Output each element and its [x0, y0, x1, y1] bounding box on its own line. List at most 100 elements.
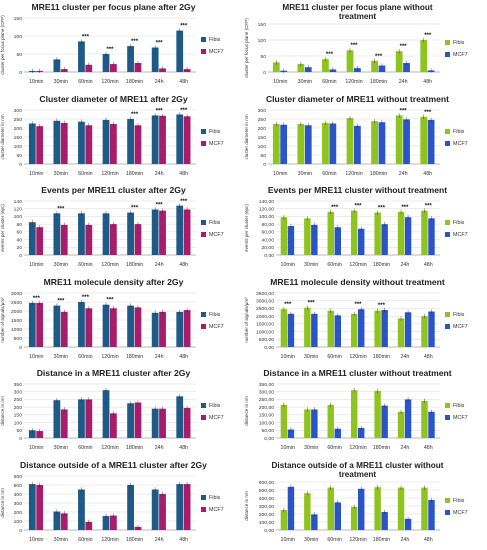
y-tick-label: 120 — [14, 207, 23, 213]
bar — [127, 404, 134, 439]
y-tick-label: 500,00 — [259, 488, 274, 494]
bar — [176, 206, 183, 255]
x-tick-label: 60min — [327, 262, 341, 268]
x-tick-label: 120min — [101, 537, 118, 543]
chart-title: MRE11 molecule density after 2Gy — [44, 277, 184, 287]
x-tick-label: 48h — [179, 445, 188, 451]
chart-panel: Distance outside of a MRE11 cluster afte… — [0, 458, 243, 550]
bar — [135, 224, 142, 255]
y-tick-label: 500 — [14, 483, 23, 489]
x-tick-label: 120min — [101, 445, 118, 451]
x-tick-label: 48h — [423, 171, 432, 177]
y-tick-label: 3000 — [11, 291, 22, 297]
y-tick-label: 50 — [16, 52, 22, 58]
x-tick-label: 10min — [29, 445, 43, 451]
bar — [281, 510, 287, 530]
y-tick-label: 400 — [14, 492, 23, 498]
bar — [305, 125, 312, 164]
significance-annotation: *** — [424, 109, 432, 115]
y-tick-label: 20 — [16, 245, 22, 251]
bar — [85, 400, 92, 439]
bar — [159, 312, 166, 347]
bar — [403, 119, 410, 164]
y-tick-label: 600 — [14, 474, 23, 480]
y-tick-label: 80 — [16, 222, 22, 228]
y-axis-label: distance in nm — [0, 488, 5, 518]
legend-label: MCF7 — [209, 507, 224, 513]
x-tick-label: 120min — [349, 445, 366, 451]
legend-label: Fibis — [209, 403, 221, 409]
x-tick-label: 60min — [78, 79, 92, 85]
bar — [85, 225, 92, 255]
y-tick-label: 120,00 — [259, 207, 274, 213]
y-tick-label: 0,00 — [264, 345, 274, 351]
legend-label: MCF7 — [453, 415, 468, 421]
legend-swatch — [445, 220, 450, 225]
y-tick-label: 200 — [14, 510, 23, 516]
significance-annotation: *** — [131, 39, 139, 45]
significance-annotation: *** — [378, 206, 386, 212]
bar — [374, 391, 380, 438]
bar — [405, 400, 411, 439]
y-tick-label: 40 — [16, 238, 22, 244]
x-tick-label: 180min — [126, 354, 143, 360]
bar — [61, 123, 68, 164]
legend-label: MCF7 — [453, 324, 468, 330]
significance-annotation: *** — [33, 296, 41, 302]
bar — [328, 212, 334, 255]
legend-label: Fibis — [453, 498, 465, 504]
bar — [311, 225, 317, 255]
bar — [354, 125, 361, 163]
y-tick-label: 300 — [14, 107, 23, 113]
x-tick-label: 30min — [304, 354, 318, 360]
y-tick-label: 80,00 — [262, 222, 275, 228]
chart-title: MRE11 cluster per focus plane without tre… — [282, 3, 432, 21]
bar — [351, 391, 357, 439]
bar — [110, 308, 117, 347]
y-tick-label: 1500,00 — [256, 321, 274, 327]
y-tick-label: 0 — [19, 70, 22, 76]
significance-annotation: *** — [351, 43, 359, 49]
bar-chart: MRE11 cluster per focus plane after 2Gy c… — [0, 0, 243, 92]
legend-label: Fibis — [209, 312, 221, 318]
y-tick-label: 100,00 — [259, 421, 274, 427]
bar — [428, 119, 435, 163]
chart-panel: Distance in a MRE11 cluster without trea… — [244, 366, 487, 458]
bar — [297, 124, 304, 164]
bar — [335, 502, 341, 530]
bar — [78, 121, 85, 163]
bar — [421, 211, 427, 255]
legend-swatch — [445, 324, 450, 329]
y-tick-label: 150,00 — [259, 413, 274, 419]
legend-swatch — [445, 52, 450, 57]
bar — [304, 410, 310, 439]
bar — [351, 211, 357, 255]
bar — [358, 489, 364, 530]
bar — [53, 120, 60, 163]
bar — [311, 314, 317, 347]
x-tick-label: 30min — [304, 537, 318, 543]
legend-label: MCF7 — [453, 52, 468, 58]
x-tick-label: 48h — [179, 79, 188, 85]
significance-annotation: *** — [131, 206, 139, 212]
legend-swatch — [445, 312, 450, 317]
x-tick-label: 60min — [327, 354, 341, 360]
y-tick-label: 300 — [258, 107, 267, 113]
x-tick-label: 180min — [126, 537, 143, 543]
bar — [110, 124, 117, 164]
legend-label: MCF7 — [209, 232, 224, 238]
bar — [61, 513, 68, 530]
bar — [53, 401, 60, 439]
legend-swatch — [445, 141, 450, 146]
y-axis-label: events per cluster (epc) — [244, 204, 249, 252]
x-tick-label: 48h — [179, 262, 188, 268]
x-tick-label: 10min — [281, 445, 295, 451]
significance-annotation: *** — [326, 52, 334, 58]
x-tick-label: 48h — [423, 79, 432, 85]
bar — [176, 312, 183, 347]
x-tick-label: 120min — [101, 262, 118, 268]
bar — [381, 512, 387, 530]
bar — [152, 489, 159, 529]
x-tick-label: 48h — [424, 445, 433, 451]
bar-chart: MRE11 molecule density without treatment… — [244, 275, 487, 367]
